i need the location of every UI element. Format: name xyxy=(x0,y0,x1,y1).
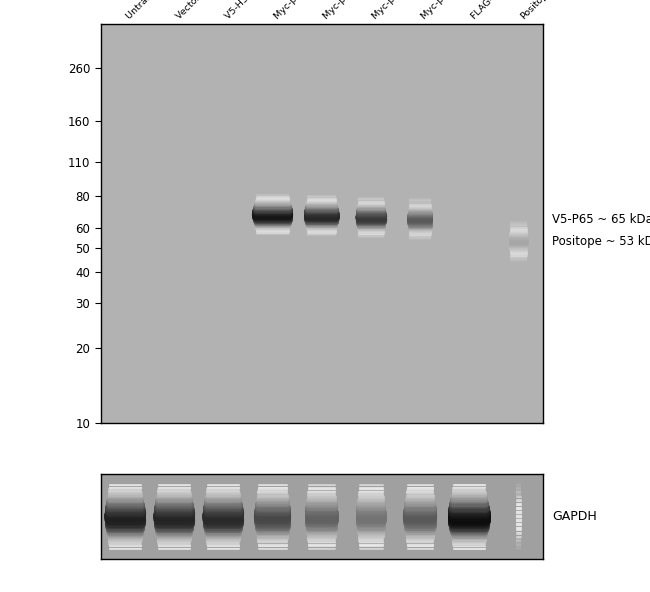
Text: Positope: Positope xyxy=(519,0,553,21)
Text: Myc-p65-V5 (50ug): Myc-p65-V5 (50ug) xyxy=(272,0,343,21)
Text: Myc-p65-V5 (25ug): Myc-p65-V5 (25ug) xyxy=(322,0,392,21)
Text: Vector alone (50ug): Vector alone (50ug) xyxy=(174,0,247,21)
Text: Positope ~ 53 kDa: Positope ~ 53 kDa xyxy=(552,235,650,248)
Text: GAPDH: GAPDH xyxy=(552,510,597,523)
Text: Untransfected (50ug): Untransfected (50ug) xyxy=(125,0,203,21)
Text: Myc-p65-V5 (6.25ug): Myc-p65-V5 (6.25ug) xyxy=(420,0,497,21)
Text: Myc-p65-V5 (12.5ug): Myc-p65-V5 (12.5ug) xyxy=(371,0,447,21)
Text: V5-P65 ~ 65 kDa: V5-P65 ~ 65 kDa xyxy=(552,213,650,226)
Text: V5-H3-His (50ug): V5-H3-His (50ug) xyxy=(224,0,287,21)
Text: FLAG-P65-HA (50ug): FLAG-P65-HA (50ug) xyxy=(469,0,544,21)
